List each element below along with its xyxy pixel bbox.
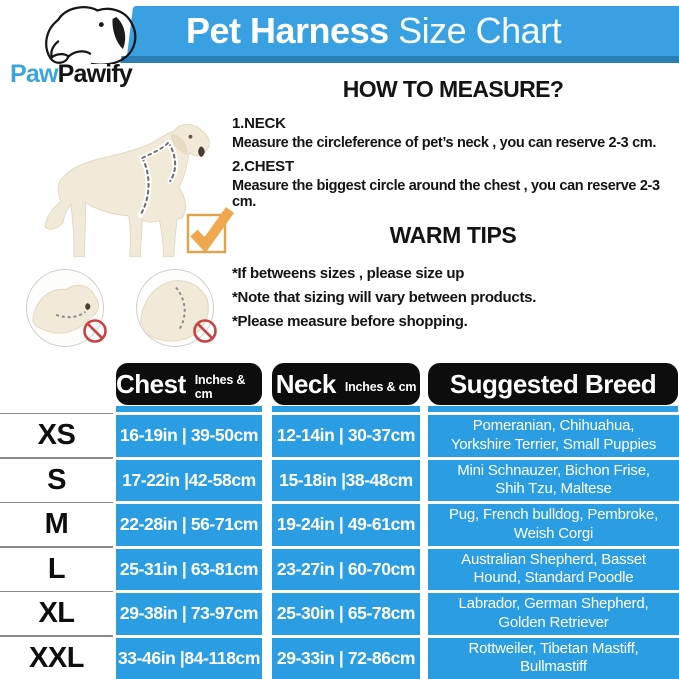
size-label: L: [0, 546, 113, 590]
table-row-xs: XS 16-19in | 39-50cm 12-14in | 30-37cm P…: [0, 412, 679, 457]
header-banner-shadow: [120, 56, 679, 63]
how-to-measure-heading: HOW TO MEASURE?: [342, 76, 564, 102]
column-header-neck: Neck Inches & cm: [272, 363, 420, 405]
column-header-breed-title: Suggested Breed: [449, 368, 657, 399]
chest-value: 16-19in | 39-50cm: [116, 415, 262, 457]
chest-value: 29-38in | 73-97cm: [116, 593, 262, 635]
wrong-example-chest: [136, 269, 214, 347]
chest-value: 25-31in | 63-81cm: [116, 548, 262, 590]
brand-name-pawify: Pawify: [57, 60, 133, 88]
size-label: XL: [0, 590, 113, 635]
breed-value: Pomeranian, Chihuahua, Yorkshire Terrier…: [428, 415, 679, 457]
tip-line: *Please measure before shopping.: [232, 313, 468, 330]
column-header-chest-title: Chest: [116, 368, 186, 399]
neck-value: 25-30in | 65-78cm: [272, 593, 420, 635]
column-header-chest-unit: Inches & cm: [194, 373, 246, 401]
page-title: Pet Harness Size Chart: [186, 10, 679, 52]
column-header-neck-title: Neck: [275, 368, 337, 399]
breed-value: Pug, French bulldog, Pembroke, Weish Cor…: [428, 504, 679, 546]
neck-value: 12-14in | 30-37cm: [272, 415, 420, 457]
breed-value: Labrador, German Shepherd, Golden Retrie…: [428, 593, 679, 635]
table-row-s: S 17-22in |42-58cm 15-18in |38-48cm Mini…: [0, 457, 679, 501]
table-row-xl: XL 29-38in | 73-97cm 25-30in | 65-78cm L…: [0, 590, 679, 635]
column-header-chest: Chest Inches & cm: [116, 363, 262, 405]
tip-line: *If betweens sizes , please size up: [232, 265, 465, 282]
wrong-example-neck: [26, 269, 104, 347]
breed-value: Rottweiler, Tibetan Mastiff, Bullmastiff: [428, 637, 679, 679]
size-table: XS 16-19in | 39-50cm 12-14in | 30-37cm P…: [0, 412, 679, 679]
brand-name: PawPawify: [10, 60, 133, 89]
checkmark-icon: [186, 207, 235, 254]
table-row-m: M 22-28in | 56-71cm 19-24in | 49-61cm Pu…: [0, 501, 679, 546]
breed-value: Mini Schnauzer, Bichon Frise, Shih Tzu, …: [428, 459, 679, 501]
column-underline-neck: [272, 406, 420, 412]
step-neck-label: 1.NECK: [232, 115, 286, 132]
no-sign-icon: [83, 319, 107, 343]
table-row-l: L 25-31in | 63-81cm 23-27in | 60-70cm Au…: [0, 546, 679, 590]
step-chest-text: Measure the biggest circle around the ch…: [232, 178, 660, 210]
chest-value: 22-28in | 56-71cm: [116, 504, 262, 546]
step-chest-label: 2.CHEST: [232, 158, 294, 175]
warm-tips-heading: WARM TIPS: [389, 222, 517, 248]
how-to-measure-section: HOW TO MEASURE? 1.NECK Measure the circl…: [232, 76, 674, 215]
size-label: XS: [0, 412, 113, 457]
size-label: M: [0, 501, 113, 546]
tip-line: *Note that sizing will vary between prod…: [232, 289, 537, 306]
brand-name-paw: Paw: [10, 60, 58, 88]
column-underline-breed: [428, 406, 678, 412]
neck-value: 19-24in | 49-61cm: [272, 504, 420, 546]
size-label: S: [0, 457, 113, 501]
column-header-breed: Suggested Breed: [428, 363, 678, 405]
table-row-xxl: XXL 33-46in |84-118cm 29-33in | 72-86cm …: [0, 635, 679, 679]
chest-value: 33-46in |84-118cm: [116, 637, 262, 679]
breed-value: Australian Shepherd, Basset Hound, Stand…: [428, 548, 679, 590]
neck-value: 23-27in | 60-70cm: [272, 548, 420, 590]
page-title-bold: Pet Harness: [186, 10, 389, 51]
neck-value: 15-18in |38-48cm: [272, 459, 420, 501]
dog-photo: [44, 124, 210, 257]
dog-head-logo-icon: [45, 6, 137, 64]
column-header-neck-unit: Inches & cm: [344, 380, 417, 394]
warm-tips-section: WARM TIPS *If betweens sizes , please si…: [232, 222, 674, 334]
step-neck-text: Measure the circleference of pet’s neck …: [232, 135, 657, 151]
no-sign-icon: [193, 319, 217, 343]
chest-value: 17-22in |42-58cm: [116, 459, 262, 501]
page-title-light: Size Chart: [388, 10, 562, 51]
size-label: XXL: [0, 635, 113, 679]
column-underline-chest: [116, 406, 262, 412]
neck-value: 29-33in | 72-86cm: [272, 637, 420, 679]
